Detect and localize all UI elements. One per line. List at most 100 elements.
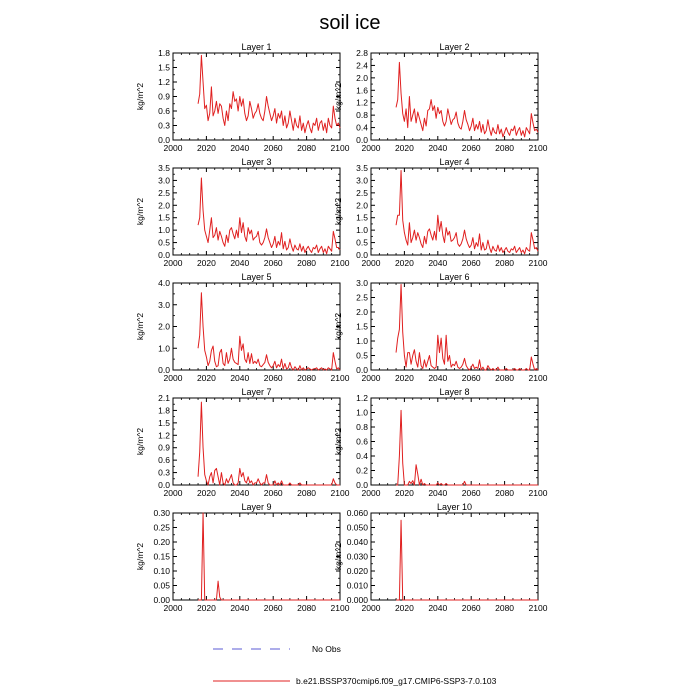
y-tick-label: 2.5 xyxy=(356,188,368,198)
series-line xyxy=(396,409,538,486)
plot-frame xyxy=(370,397,539,486)
y-tick-label: 0.30 xyxy=(153,508,170,518)
y-tick-label: 0.4 xyxy=(356,451,368,461)
y-tick-label: 0.020 xyxy=(347,566,369,576)
x-tick-label: 2000 xyxy=(362,488,381,498)
y-axis-label: kg/m^2 xyxy=(333,198,343,225)
panel-title: Layer 8 xyxy=(439,387,469,397)
y-tick-label: 0.0 xyxy=(158,365,170,375)
legend-no-obs-label: No Obs xyxy=(312,644,341,654)
x-tick-label: 2060 xyxy=(264,143,283,153)
x-tick-label: 2100 xyxy=(529,373,548,383)
y-tick-label: 3.0 xyxy=(356,175,368,185)
y-axis-label: kg/m^2 xyxy=(135,313,145,340)
y-tick-label: 3.5 xyxy=(356,163,368,173)
y-tick-label: 1.0 xyxy=(356,408,368,418)
y-tick-label: 1.5 xyxy=(158,213,170,223)
x-tick-label: 2020 xyxy=(197,488,216,498)
panel-layer-7: Layer 7 2000 2020 2040 2060 2080 2100 0.0 0.3 0.6… xyxy=(135,387,350,498)
x-tick-label: 2080 xyxy=(297,143,316,153)
x-tick-label: 2080 xyxy=(297,258,316,268)
y-tick-label: 3.0 xyxy=(356,278,368,288)
x-tick-label: 2040 xyxy=(230,143,249,153)
y-tick-label: 2.5 xyxy=(356,293,368,303)
y-tick-label: 0.05 xyxy=(153,581,170,591)
x-tick-label: 2000 xyxy=(164,143,183,153)
series-line xyxy=(395,283,539,371)
y-tick-label: 1.0 xyxy=(158,225,170,235)
x-tick-label: 2040 xyxy=(428,258,447,268)
y-axis-label: kg/m^2 xyxy=(135,83,145,110)
y-tick-label: 0.20 xyxy=(153,537,170,547)
y-tick-label: 0.0 xyxy=(356,480,368,490)
x-tick-label: 2080 xyxy=(297,373,316,383)
x-tick-label: 2000 xyxy=(164,603,183,613)
y-axis-label: kg/m^2 xyxy=(333,543,343,570)
plot-frame xyxy=(172,282,341,371)
figure-title: soil ice xyxy=(319,12,380,34)
panel-layer-5: Layer 5 2000 2020 2040 2060 2080 2100 0.0 1.0 2.0… xyxy=(135,272,350,383)
x-tick-label: 2000 xyxy=(164,373,183,383)
y-tick-label: 1.5 xyxy=(356,322,368,332)
series-line xyxy=(197,54,341,134)
y-tick-label: 2.0 xyxy=(356,73,368,83)
y-tick-label: 0.2 xyxy=(356,466,368,476)
y-tick-label: 0.5 xyxy=(158,238,170,248)
y-axis-label: kg/m^2 xyxy=(135,198,145,225)
x-tick-label: 2040 xyxy=(428,373,447,383)
x-tick-label: 2020 xyxy=(395,258,414,268)
x-tick-label: 2080 xyxy=(495,488,514,498)
y-tick-label: 0.0 xyxy=(158,480,170,490)
x-tick-label: 2060 xyxy=(264,488,283,498)
x-tick-label: 2020 xyxy=(197,258,216,268)
x-tick-label: 2020 xyxy=(395,488,414,498)
x-tick-label: 2100 xyxy=(331,373,350,383)
y-tick-label: 0.0 xyxy=(356,135,368,145)
x-tick-label: 2060 xyxy=(462,373,481,383)
x-tick-label: 2100 xyxy=(529,143,548,153)
x-tick-label: 2000 xyxy=(362,258,381,268)
y-tick-label: 0.4 xyxy=(356,123,368,133)
plot-frame xyxy=(370,512,539,601)
series-line xyxy=(395,169,539,255)
x-tick-label: 2000 xyxy=(362,373,381,383)
series-line xyxy=(396,519,538,601)
y-tick-label: 1.0 xyxy=(356,225,368,235)
x-tick-label: 2060 xyxy=(264,373,283,383)
x-tick-label: 2000 xyxy=(164,258,183,268)
x-tick-label: 2020 xyxy=(395,373,414,383)
panel-layer-6: Layer 6 2000 2020 2040 2060 2080 2100 0.0 0.5 1.0… xyxy=(333,272,548,383)
x-tick-label: 2060 xyxy=(462,143,481,153)
x-tick-label: 2040 xyxy=(230,258,249,268)
panel-title: Layer 4 xyxy=(439,157,469,167)
y-tick-label: 0.060 xyxy=(347,508,369,518)
plot-frame xyxy=(172,512,341,601)
y-tick-label: 0.040 xyxy=(347,537,369,547)
y-tick-label: 0.3 xyxy=(158,121,170,131)
y-tick-label: 2.0 xyxy=(356,307,368,317)
x-tick-label: 2040 xyxy=(428,143,447,153)
y-tick-label: 0.5 xyxy=(356,351,368,361)
panel-layer-4: Layer 4 2000 2020 2040 2060 2080 2100 0.0 0.5 1.0… xyxy=(333,157,548,268)
x-tick-label: 2040 xyxy=(230,603,249,613)
plot-frame xyxy=(172,52,341,141)
y-tick-label: 1.0 xyxy=(158,343,170,353)
y-tick-label: 1.2 xyxy=(158,430,170,440)
panel-layer-1: Layer 1 2000 2020 2040 2060 2080 2100 0.0 0.3 0.6… xyxy=(135,42,350,153)
panel-layer-2: Layer 2 2000 2020 2040 2060 2080 2100 0.0 0.4 0.8… xyxy=(333,42,548,153)
panel-title: Layer 3 xyxy=(241,157,271,167)
x-tick-label: 2060 xyxy=(462,488,481,498)
x-tick-label: 2020 xyxy=(197,373,216,383)
x-tick-label: 2000 xyxy=(362,603,381,613)
y-tick-label: 4.0 xyxy=(158,278,170,288)
y-tick-label: 2.0 xyxy=(158,322,170,332)
x-tick-label: 2020 xyxy=(395,603,414,613)
series-line xyxy=(197,292,341,371)
y-tick-label: 0.0 xyxy=(158,250,170,260)
x-tick-label: 2080 xyxy=(495,603,514,613)
series-line xyxy=(197,177,341,255)
x-tick-label: 2000 xyxy=(362,143,381,153)
x-tick-label: 2100 xyxy=(331,603,350,613)
x-tick-label: 2020 xyxy=(395,143,414,153)
